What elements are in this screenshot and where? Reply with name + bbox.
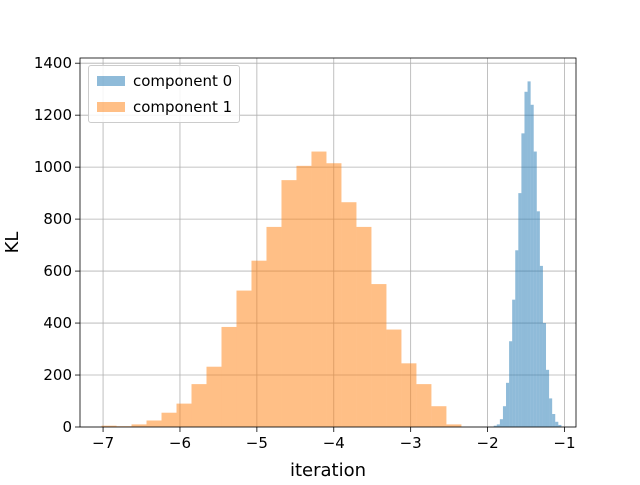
x-tick-label: −2 [477,434,499,452]
histogram-bar-component-1 [221,326,237,427]
x-tick-label: −3 [400,434,422,452]
histogram-bar-component-1 [326,163,342,427]
x-tick-label: −6 [169,434,191,452]
legend-swatch-component-0 [97,76,125,86]
legend-item-component-0: component 0 [97,71,232,91]
plot-frame [79,57,577,428]
histogram-bar-component-1 [266,226,282,427]
histogram-bar-component-0 [549,398,553,427]
histogram-bar-component-0 [518,193,522,427]
y-tick-label: 600 [43,262,72,280]
y-tick-label: 800 [43,210,72,228]
ticks-layer: −7 −6 −5 −4 −3 −2 −1 0 200 400 600 800 1000 1200 1400 [34,54,576,452]
y-tick-label: 1200 [34,106,72,124]
y-tick-label: 1000 [34,158,72,176]
histogram-bar-component-1 [191,384,207,427]
histogram-bar-component-0 [502,406,507,427]
histogram-bar-component-0 [515,250,519,427]
histogram-bar-component-1 [386,329,402,427]
histogram-bar-component-1 [236,290,252,427]
legend: component 0 component 1 [88,65,240,123]
histogram-bar-component-1 [311,151,327,427]
y-tick-label: 1400 [34,54,72,72]
histogram-bar-component-0 [509,341,513,427]
histogram-bar-component-0 [493,425,497,427]
histogram-bar-component-1 [206,366,222,427]
histogram-bar-component-1 [341,202,357,427]
x-axis-label: iteration [290,460,366,480]
histogram-bar-component-0 [524,91,528,428]
histogram-bar-component-1 [101,425,117,427]
x-tick-label: −5 [246,434,268,452]
histogram-bar-component-1 [251,260,267,427]
histogram-bar-component-1 [176,403,192,427]
histogram-bar-component-0 [552,414,556,427]
histogram-bar-component-0 [539,265,543,427]
histogram-bar-component-0 [521,133,525,427]
histogram-bar-component-0 [558,424,562,427]
histogram-bar-component-0 [536,211,540,427]
histogram-bar-component-1 [161,412,177,427]
histogram-bar-component-1 [416,384,432,427]
histogram-bar-component-1 [356,226,372,427]
y-axis-label: KL [2,232,23,254]
y-tick-label: 400 [43,314,72,332]
x-tick-label: −7 [92,434,114,452]
histogram-bar-component-0 [506,382,510,427]
histogram-bar-component-1 [296,165,312,427]
histogram-bar-component-1 [146,420,162,427]
histogram-bar-component-0 [530,104,534,427]
histogram-bar-component-1 [401,363,417,427]
histogram-bar-component-0 [496,424,500,427]
histogram-bar-component-0 [533,151,537,427]
y-tick-label: 200 [43,366,72,384]
histogram-bar-component-0 [555,421,559,427]
legend-swatch-component-1 [97,102,125,112]
histogram-bar-component-1 [281,180,297,427]
histogram-bar-component-1 [446,424,462,427]
legend-item-component-1: component 1 [97,97,232,117]
histogram-bar-component-0 [499,419,503,427]
histogram-bar-component-0 [512,299,516,427]
histogram-bar-component-1 [431,406,447,427]
legend-label-component-1: component 1 [133,98,233,116]
legend-label-component-0: component 0 [133,72,233,90]
y-tick-label: 0 [62,418,72,436]
histogram-bar-component-0 [546,369,550,427]
histogram-bar-component-0 [542,323,547,427]
histogram-bar-component-1 [131,424,147,427]
histogram-bar-component-0 [527,81,531,427]
histogram-bar-component-1 [371,284,387,427]
x-tick-label: −1 [553,434,575,452]
x-tick-label: −4 [323,434,345,452]
